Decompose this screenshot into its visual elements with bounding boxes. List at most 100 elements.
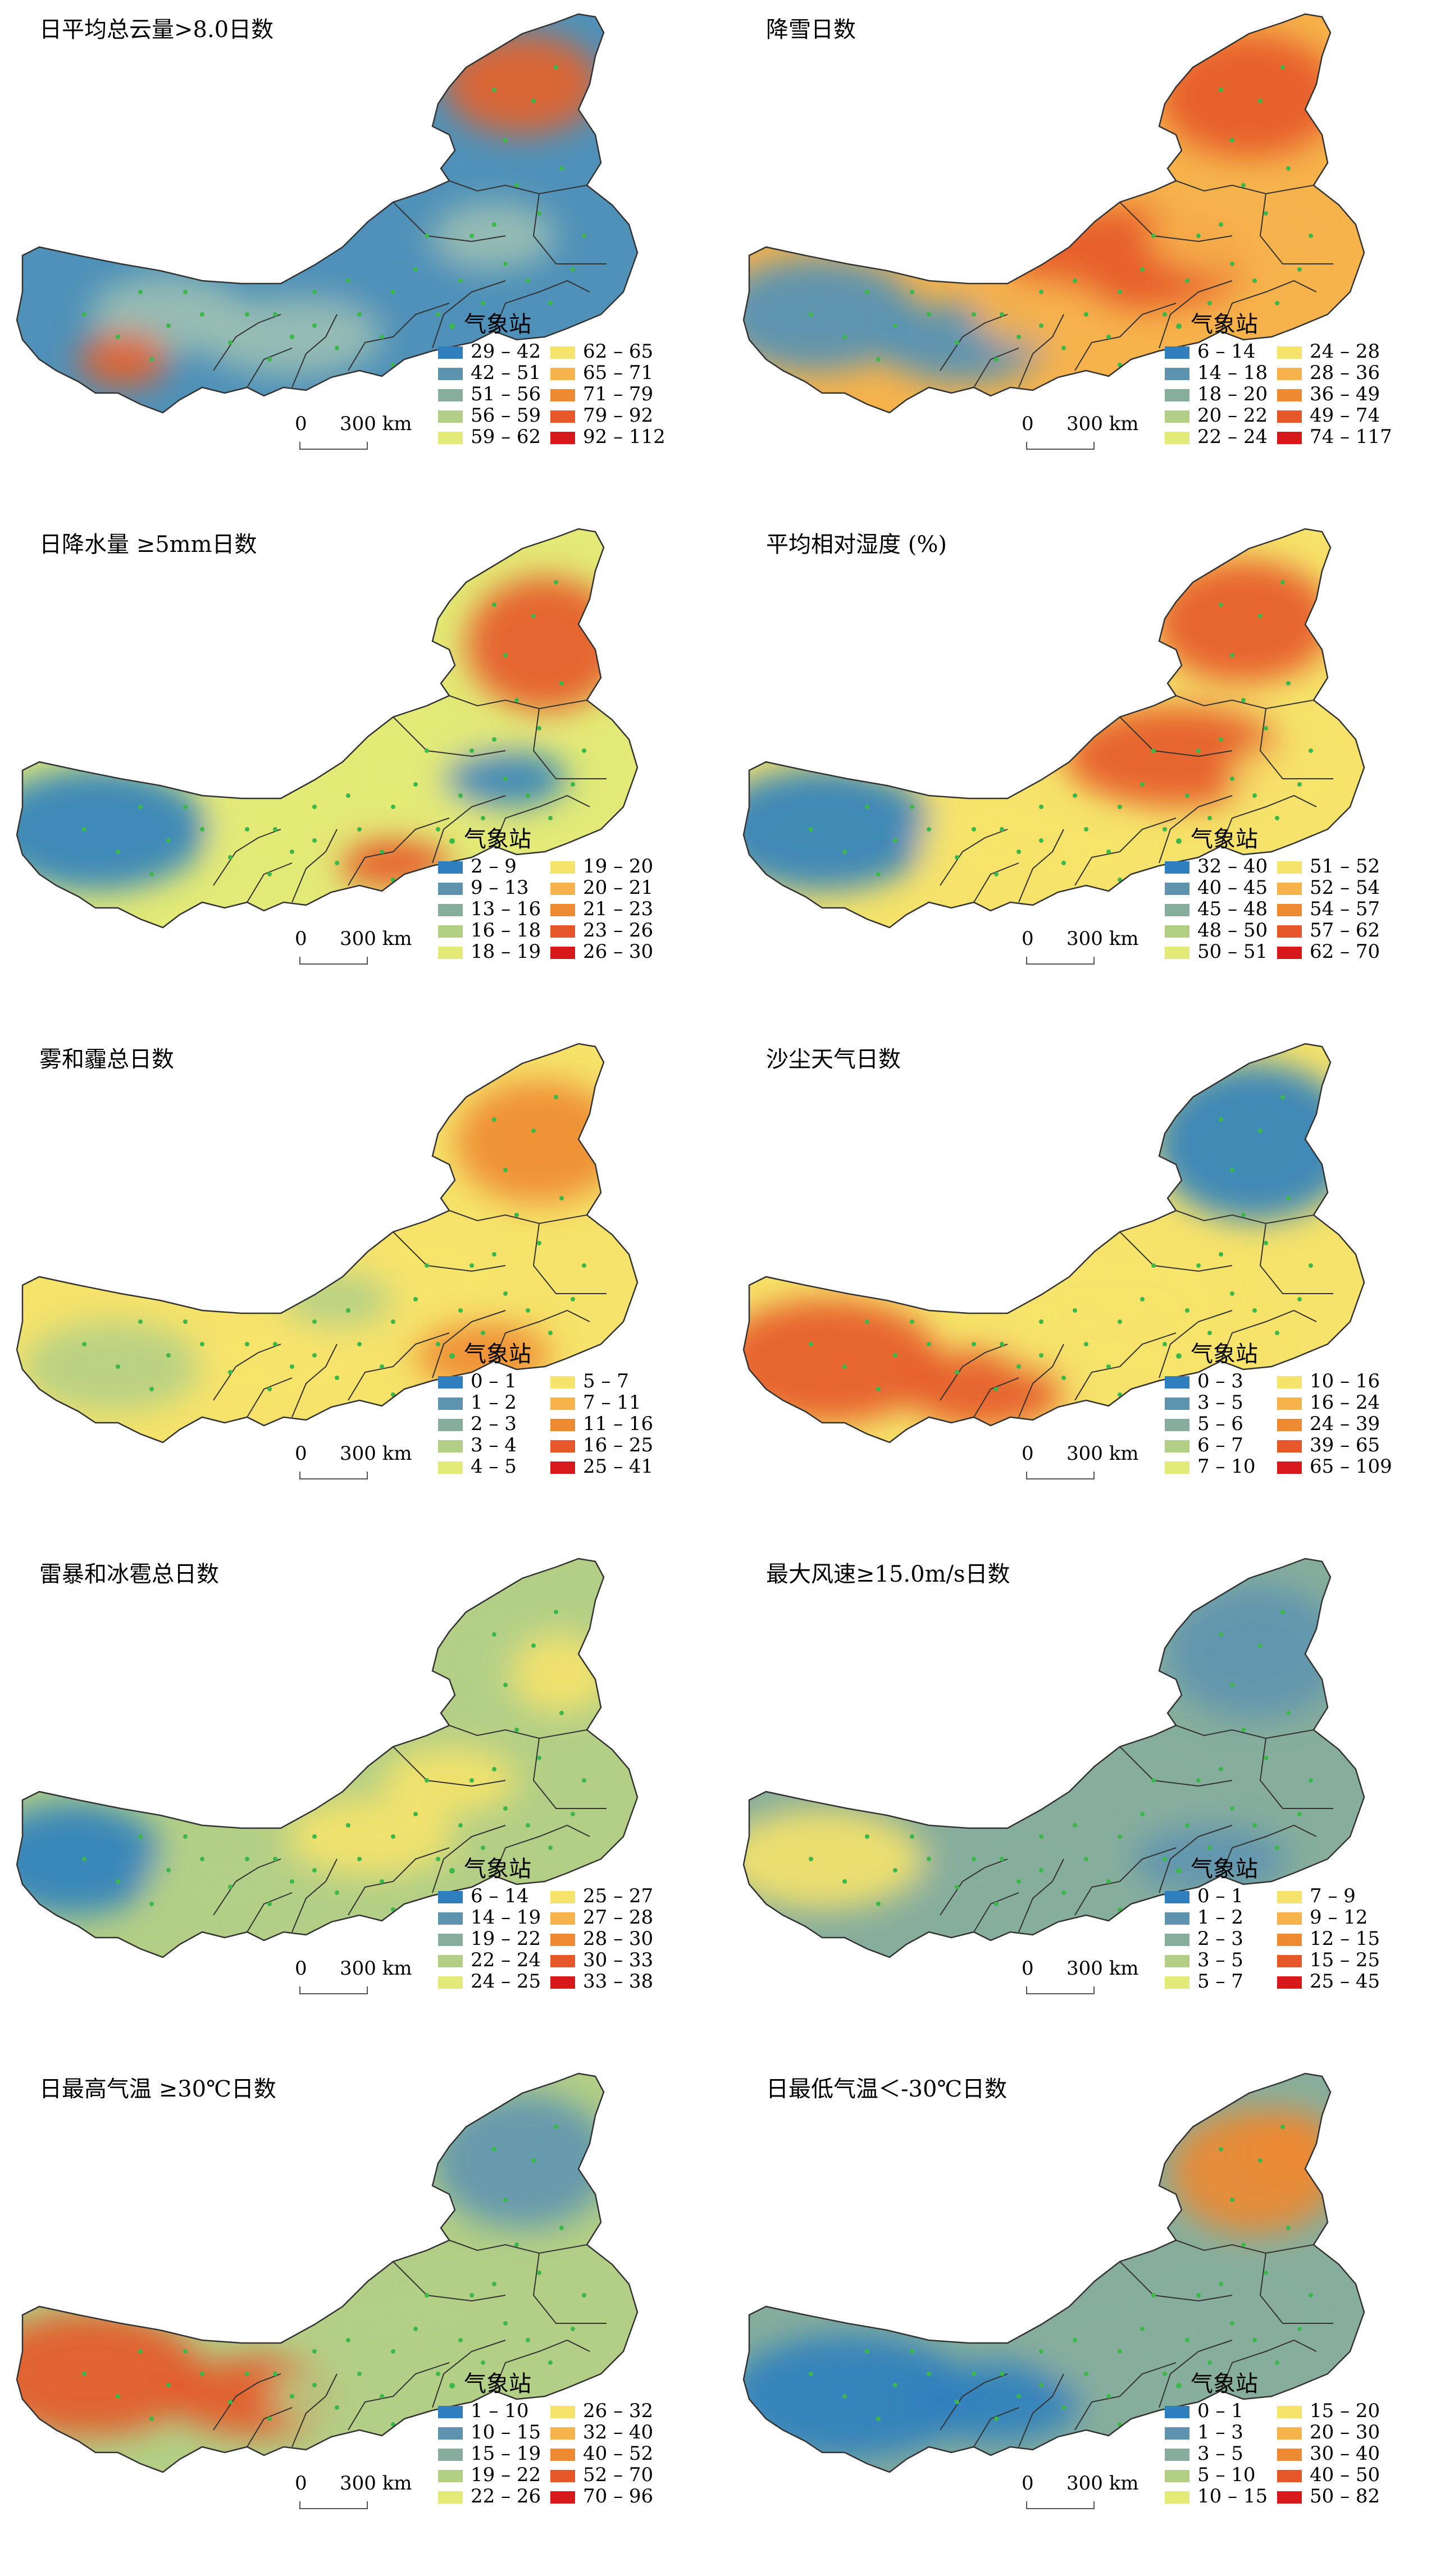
legend-range: 19 – 22 bbox=[471, 2464, 541, 2486]
station-marker bbox=[1252, 2338, 1257, 2342]
legend-swatch bbox=[438, 432, 463, 444]
station-marker bbox=[1196, 2293, 1201, 2298]
station-marker bbox=[166, 2383, 171, 2387]
legend-range: 30 – 40 bbox=[1310, 2442, 1380, 2465]
value-zone bbox=[1064, 706, 1288, 807]
legend-swatch bbox=[1277, 2449, 1302, 2461]
station-marker bbox=[994, 1387, 999, 1391]
legend-item: 10 – 15 bbox=[1165, 2486, 1268, 2507]
station-marker bbox=[200, 1342, 204, 1346]
legend-item: 5 – 10 bbox=[1165, 2464, 1256, 2486]
legend-swatch bbox=[438, 2449, 463, 2461]
legend-item: 51 – 56 bbox=[438, 383, 541, 405]
station-marker bbox=[1185, 1823, 1189, 1828]
admin-boundary bbox=[532, 708, 607, 779]
station-marker bbox=[559, 2226, 564, 2230]
legend-item: 32 – 40 bbox=[550, 2422, 653, 2443]
admin-boundary bbox=[449, 1725, 587, 1739]
station-marker bbox=[582, 234, 586, 238]
station-marker bbox=[927, 1342, 931, 1346]
scale-bar-line bbox=[1026, 1986, 1095, 1994]
legend-station: 气象站 bbox=[449, 1336, 531, 1368]
legend-swatch bbox=[438, 346, 463, 359]
admin-boundary bbox=[348, 303, 450, 371]
legend-swatch bbox=[1165, 368, 1189, 380]
station-marker bbox=[436, 312, 440, 317]
value-zone bbox=[455, 1080, 623, 1204]
region-outline bbox=[16, 13, 639, 414]
panel-title: 日降水量 ≥5mm日数 bbox=[39, 532, 257, 558]
station-marker bbox=[1151, 2293, 1156, 2298]
station-marker bbox=[166, 1353, 171, 1358]
legend-range: 5 – 6 bbox=[1197, 1413, 1243, 1435]
station-marker bbox=[138, 805, 143, 809]
legend-item: 21 – 23 bbox=[550, 898, 653, 920]
legend-station: 气象站 bbox=[1176, 821, 1258, 853]
panel-title: 雷暴和冰雹总日数 bbox=[39, 1561, 219, 1587]
legend-range: 24 – 25 bbox=[471, 1970, 541, 1993]
admin-boundary bbox=[1220, 794, 1317, 847]
legend-range: 49 – 74 bbox=[1310, 404, 1380, 427]
legend-swatch bbox=[1165, 389, 1189, 401]
station-marker bbox=[1219, 2282, 1223, 2286]
scale-distance-label: 300 km bbox=[1066, 1442, 1139, 1465]
scale-distance-label: 300 km bbox=[1066, 413, 1139, 435]
station-marker bbox=[1118, 805, 1122, 809]
scale-bar-line bbox=[1026, 1472, 1095, 1479]
legend-swatch bbox=[550, 2427, 575, 2440]
legend-range: 65 – 71 bbox=[583, 362, 654, 384]
legend-range: 13 – 16 bbox=[471, 898, 541, 920]
legend-item: 36 – 49 bbox=[1277, 383, 1380, 405]
station-marker bbox=[1017, 1879, 1021, 1884]
scale-distance-label: 300 km bbox=[340, 1957, 412, 1980]
station-marker bbox=[1140, 2327, 1145, 2331]
legend-item: 65 – 71 bbox=[550, 362, 653, 383]
legend-item: 56 – 59 bbox=[438, 405, 541, 426]
legend-range: 7 – 10 bbox=[1197, 1455, 1256, 1478]
legend-item: 92 – 112 bbox=[550, 426, 666, 447]
station-marker bbox=[809, 1342, 813, 1346]
station-marker bbox=[865, 1319, 869, 1324]
station-marker bbox=[413, 782, 418, 787]
legend-item: 20 – 30 bbox=[1277, 2422, 1380, 2443]
station-marker bbox=[228, 340, 233, 345]
admin-boundary bbox=[348, 2362, 450, 2431]
station-marker bbox=[492, 222, 496, 227]
station-marker bbox=[183, 1319, 188, 1324]
station-marker bbox=[492, 1767, 496, 1771]
station-marker bbox=[893, 838, 897, 843]
legend-item: 79 – 92 bbox=[550, 405, 653, 426]
legend-item: 30 – 33 bbox=[550, 1949, 653, 1971]
station-marker bbox=[1309, 2293, 1313, 2298]
station-marker bbox=[955, 2400, 959, 2404]
station-dot-icon bbox=[449, 838, 455, 844]
admin-boundary bbox=[1159, 280, 1233, 349]
legend-item: 1 – 10 bbox=[438, 2400, 529, 2422]
legend: 气象站 6 – 14 14 – 18 18 – 20 20 – 22 22 – 24 24 … bbox=[1165, 306, 1401, 447]
admin-boundary bbox=[348, 817, 450, 886]
legend-item: 28 – 30 bbox=[550, 1928, 653, 1949]
station-marker bbox=[1118, 290, 1122, 294]
admin-boundary bbox=[291, 1858, 338, 1933]
legend-item: 22 – 24 bbox=[438, 1949, 541, 1971]
station-marker bbox=[335, 1890, 339, 1895]
station-marker bbox=[582, 1263, 586, 1268]
legend-item: 14 – 19 bbox=[438, 1907, 541, 1928]
station-marker bbox=[537, 2271, 541, 2275]
legend-item: 50 – 82 bbox=[1277, 2486, 1380, 2507]
scale-bar: 0 300 km bbox=[1022, 928, 1139, 978]
station-marker bbox=[809, 312, 813, 317]
station-marker bbox=[1118, 1834, 1122, 1839]
station-marker bbox=[492, 1252, 496, 1257]
admin-boundary bbox=[940, 1858, 1008, 1916]
station-marker bbox=[955, 1885, 959, 1889]
station-marker bbox=[290, 1879, 294, 1884]
station-marker bbox=[927, 312, 931, 317]
station-marker bbox=[346, 793, 350, 798]
legend-swatch bbox=[1277, 1419, 1302, 1431]
legend-item: 32 – 40 bbox=[1165, 856, 1268, 877]
legend-station-label: 气象站 bbox=[464, 826, 531, 852]
station-marker bbox=[1039, 838, 1043, 843]
legend-range: 1 – 3 bbox=[1197, 2421, 1243, 2443]
